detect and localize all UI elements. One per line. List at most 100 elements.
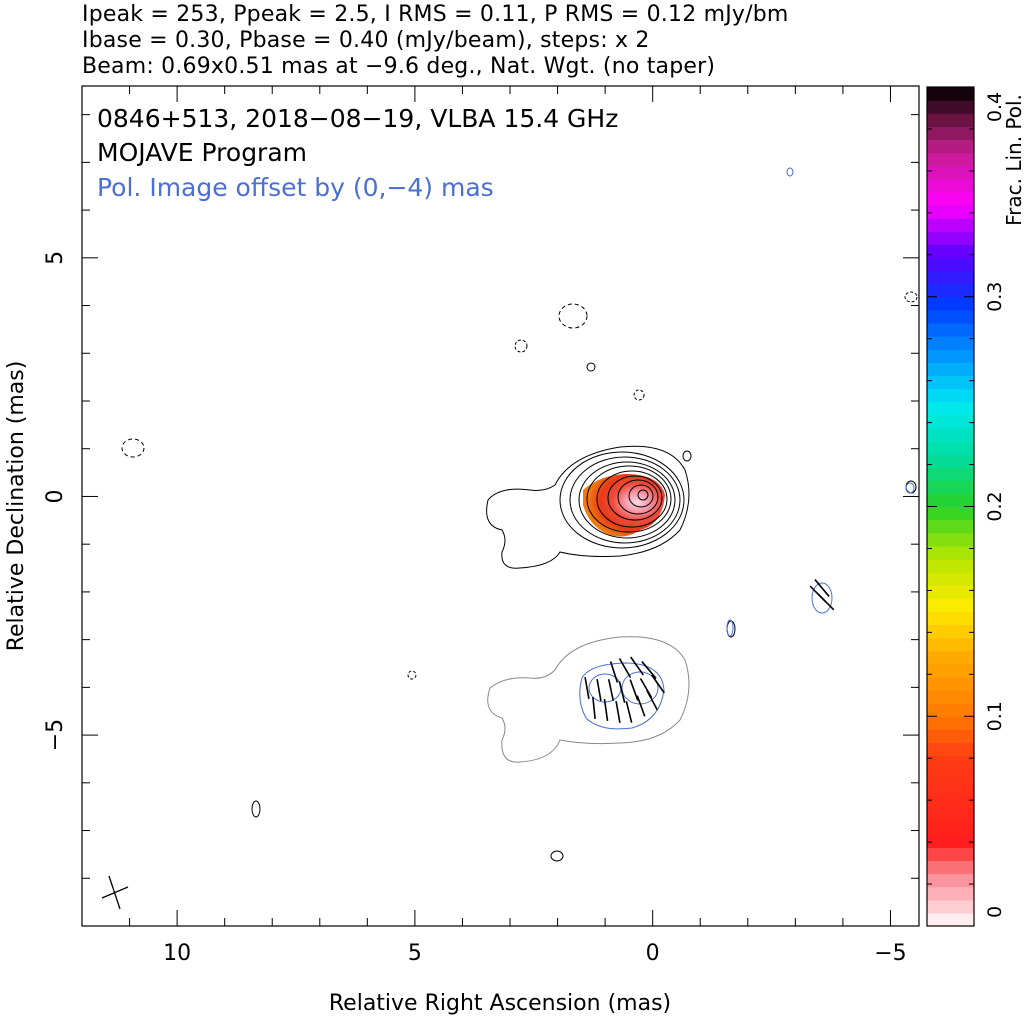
colorbar-segment — [927, 637, 974, 652]
colorbar-segment — [927, 100, 974, 114]
colorbar-segment — [927, 506, 974, 521]
total-intensity-contours — [486, 445, 690, 569]
fractional-polarization-image — [583, 474, 665, 537]
negative-contour — [514, 339, 528, 353]
program-label: MOJAVE Program — [97, 138, 307, 167]
evpa-stick — [625, 701, 633, 723]
colorbar-segment — [927, 178, 974, 193]
x-tick-label: 10 — [163, 941, 191, 966]
colorbar-segment — [927, 454, 974, 468]
colorbar-segment — [927, 467, 974, 481]
colorbar-segment — [927, 87, 974, 101]
colorbar-segment — [927, 427, 974, 442]
colorbar-segment — [927, 322, 974, 337]
polarization-image — [487, 167, 915, 763]
colorbar-label: Frac. Lin. Pol. — [1002, 94, 1026, 226]
pol-intensity-contour — [786, 167, 794, 177]
y-axis-label: Relative Declination (mas) — [4, 361, 29, 652]
colorbar-segment — [927, 912, 974, 927]
colorbar-segment — [927, 768, 974, 783]
colorbar-segment — [927, 755, 974, 770]
contour-level-5 — [586, 465, 672, 533]
colorbar-segment — [927, 270, 974, 285]
evpa-stick — [584, 677, 590, 699]
colorbar-segment — [927, 362, 974, 377]
colorbar-segment — [927, 139, 974, 154]
evpa-stick — [641, 661, 657, 679]
contour-level-4 — [578, 461, 676, 539]
colorbar-segment — [927, 611, 974, 626]
colorbar-segment — [927, 558, 974, 573]
pol-intensity-contour — [811, 582, 833, 614]
colorbar-segment — [927, 899, 974, 914]
pol-offset-note: Pol. Image offset by (0,−4) mas — [97, 173, 494, 202]
colorbar-segment — [927, 703, 974, 717]
pol-intensity-outer-contour — [487, 636, 690, 763]
negative-contour — [407, 670, 417, 680]
evpa-stick — [603, 698, 609, 722]
x-tick-label: −5 — [874, 941, 906, 966]
contour-outer — [486, 445, 690, 569]
colorbar-segment — [927, 401, 974, 416]
evpa-stick — [615, 701, 621, 723]
evpa-stick — [646, 689, 658, 711]
evpa-stick — [636, 695, 646, 717]
y-tick-label: 0 — [43, 489, 68, 503]
colorbar-segment — [927, 781, 974, 796]
pol-intensity-contour — [579, 662, 665, 730]
colorbar-segment — [927, 729, 974, 744]
colorbar-segment — [927, 716, 974, 730]
colorbar-segment — [927, 204, 974, 219]
colorbar-segment — [927, 349, 974, 363]
colorbar-segment — [927, 283, 974, 298]
colorbar-tick-label: 0.4 — [984, 92, 1006, 122]
colorbar-segment — [927, 375, 974, 390]
colorbar-segment — [927, 480, 974, 494]
contour-level-6 — [596, 470, 668, 528]
colorbar-segment — [927, 165, 974, 180]
colorbar-segment — [927, 860, 974, 875]
colorbar-tick-label: 0 — [984, 906, 1006, 918]
colorbar-segment — [927, 336, 974, 350]
colorbar-segment — [927, 440, 974, 455]
colorbar-segment — [927, 218, 974, 232]
evpa-stick — [814, 579, 830, 597]
contour-level-2 — [559, 451, 685, 549]
colorbar-tick-label: 0.3 — [984, 282, 1006, 312]
x-tick-label: 5 — [408, 941, 422, 966]
colorbar-segment — [927, 794, 974, 809]
evpa-stick — [817, 593, 835, 611]
plot-frame — [81, 85, 920, 927]
colorbar-segment — [927, 572, 974, 586]
evpa-stick — [607, 679, 615, 701]
positive-contour — [586, 362, 596, 372]
negative-contour — [633, 389, 645, 401]
evpa-sticks — [584, 579, 835, 723]
evpa-stick — [618, 658, 632, 678]
colorbar-segment — [927, 296, 974, 311]
colorbar-segment — [927, 598, 974, 612]
y-tick-label: −5 — [43, 719, 68, 751]
header-line-beam: Beam: 0.69x0.51 mas at −9.6 deg., Nat. W… — [82, 54, 716, 79]
colorbar-segment — [927, 742, 974, 757]
evpa-stick — [596, 679, 602, 701]
colorbar-segment — [927, 244, 974, 259]
colorbar-segment — [927, 231, 974, 245]
colorbar-tick-label: 0.1 — [984, 701, 1006, 731]
x-tick-label: 0 — [646, 941, 660, 966]
colorbar-segment — [927, 585, 974, 599]
colorbar: 0 0.1 0.2 0.3 0.4 — [927, 86, 1006, 927]
header-line-base-levels: Ibase = 0.30, Pbase = 0.40 (mJy/beam), s… — [82, 28, 650, 53]
colorbar-segment — [927, 624, 974, 639]
colorbar-segment — [927, 808, 974, 822]
evpa-stick — [618, 681, 626, 703]
colorbar-segment — [927, 532, 974, 547]
noise-contours — [121, 291, 918, 862]
colorbar-segment — [927, 663, 974, 678]
colorbar-segment — [927, 493, 974, 508]
colorbar-segment — [927, 821, 974, 835]
colorbar-segment — [927, 873, 974, 888]
x-axis-label: Relative Right Ascension (mas) — [329, 991, 671, 1016]
evpa-stick — [629, 679, 639, 701]
